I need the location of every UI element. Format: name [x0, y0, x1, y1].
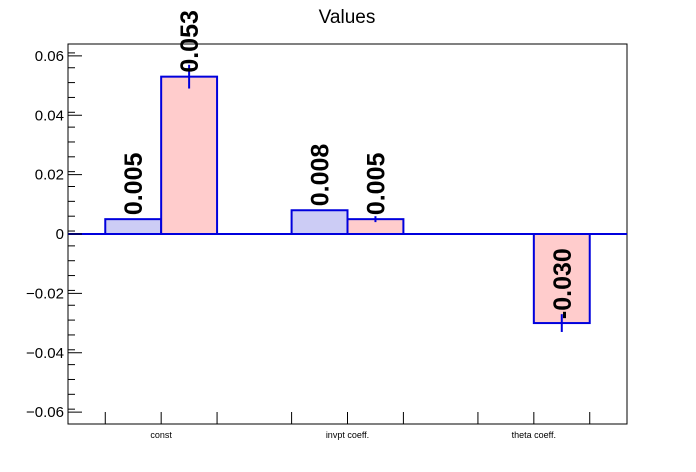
x-category-label: theta coeff. [512, 430, 556, 440]
axes-layer: −0.06 −0.04 −0.02 0 0.02 0.04 0.06 const invpt c… [26, 43, 628, 440]
y-tick-label: 0.06 [35, 48, 64, 65]
chart-title: Values [319, 7, 376, 28]
x-category-label: invpt coeff. [326, 430, 369, 440]
data-labels-layer: 0.005 0.008 0.053 0.005 -0.030 [120, 10, 577, 319]
data-label: 0.008 [307, 144, 335, 207]
bar-s0-invpt-coeff- [290, 209, 349, 235]
y-tick-label: −0.02 [26, 285, 64, 302]
data-label: 0.005 [362, 152, 390, 215]
bar-s0-const [104, 218, 163, 235]
bars-layer [104, 64, 591, 332]
y-tick-label: −0.06 [26, 404, 64, 421]
y-tick-label: 0.04 [35, 107, 64, 124]
y-tick-label: 0.02 [35, 167, 64, 184]
y-tick-label: 0 [56, 226, 64, 243]
bar-s1-const [160, 75, 219, 235]
data-label: 0.005 [120, 152, 148, 215]
data-label: 0.053 [176, 10, 204, 73]
data-label: -0.030 [549, 248, 577, 319]
y-tick-label: −0.04 [26, 345, 64, 362]
bar-s1-theta-coeff- [532, 233, 591, 325]
x-category-label: const [150, 430, 172, 440]
